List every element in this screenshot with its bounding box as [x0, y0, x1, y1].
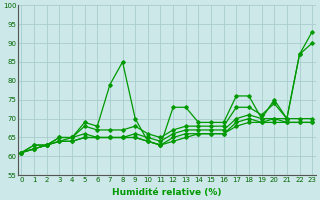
X-axis label: Humidité relative (%): Humidité relative (%) [112, 188, 221, 197]
